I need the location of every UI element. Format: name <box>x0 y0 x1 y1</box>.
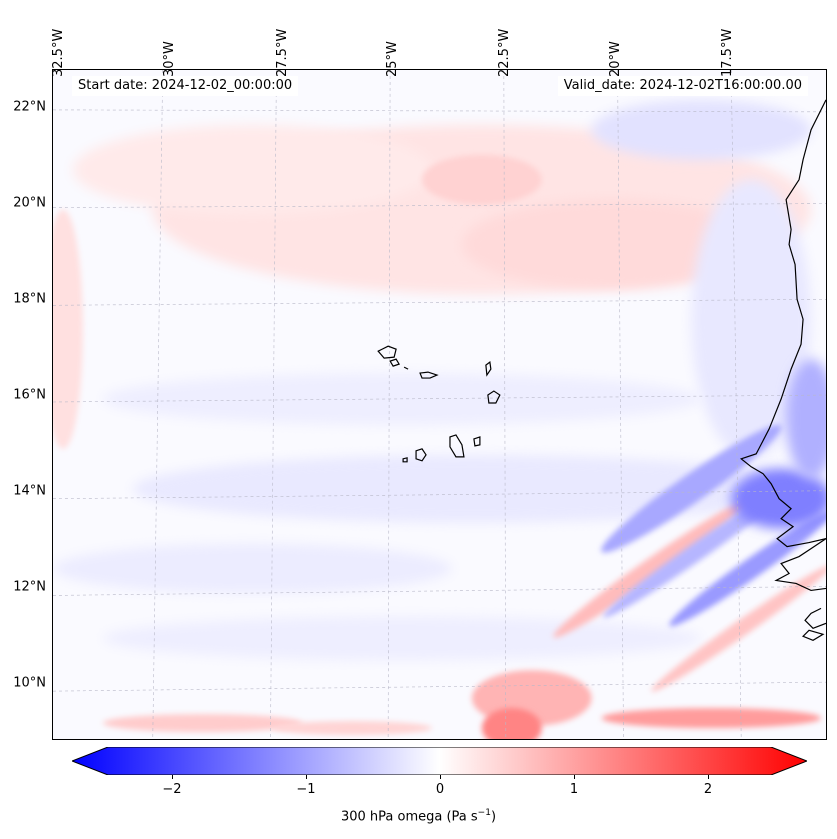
start-date-label: Start date: 2024-12-02_00:00:00 <box>72 76 299 96</box>
colorbar-tick-label: 2 <box>703 782 713 797</box>
island-sao-vicente <box>389 358 401 367</box>
colorbar-gradient <box>72 747 807 775</box>
lon-label: 22.5°W <box>497 28 512 77</box>
lon-label: 30°W <box>162 41 177 77</box>
lon-label: 20°W <box>608 41 623 77</box>
lat-label: 22°N <box>13 99 46 115</box>
colorbar-tick-label: 0 <box>435 782 445 797</box>
map-panel <box>52 69 827 740</box>
colorbar-tickmark <box>708 775 709 779</box>
island-brava <box>402 457 408 463</box>
lat-label: 18°N <box>13 291 46 307</box>
colorbar-tickmark <box>574 775 575 779</box>
lat-label: 10°N <box>13 675 46 691</box>
island-boa-vista <box>487 390 501 404</box>
lat-label: 12°N <box>13 579 46 595</box>
colorbar-tick-label: −2 <box>162 782 182 797</box>
coastline <box>377 99 826 641</box>
colorbar-tickmark <box>306 775 307 779</box>
colorbar-tickmark <box>172 775 173 779</box>
colorbar-tick-label: −1 <box>296 782 316 797</box>
graticule <box>53 70 826 739</box>
africa-coastline <box>739 99 826 548</box>
colorbar-label: 300 hPa omega (Pa s−1) <box>340 808 497 825</box>
lat-label: 16°N <box>13 387 46 403</box>
omega-field <box>53 70 826 739</box>
island-santiago <box>449 434 465 458</box>
island-maio <box>473 436 481 447</box>
island-sal <box>485 361 492 377</box>
lon-label: 32.5°W <box>51 28 66 77</box>
lon-label: 27.5°W <box>275 28 290 77</box>
lon-label: 17.5°W <box>720 28 735 77</box>
valid-date-label: Valid_date: 2024-12-02T16:00:00.00 <box>557 76 808 96</box>
colorbar-tickmark <box>440 775 441 779</box>
island-sao-nicolau <box>419 371 439 379</box>
lat-label: 20°N <box>13 195 46 211</box>
field-background <box>53 70 826 739</box>
lon-label: 25°W <box>385 41 400 77</box>
colorbar <box>72 747 807 775</box>
lat-label: 14°N <box>13 483 46 499</box>
colorbar-tick-label: 1 <box>569 782 579 797</box>
island-santo-antao <box>377 345 397 359</box>
island-fogo <box>415 448 427 462</box>
